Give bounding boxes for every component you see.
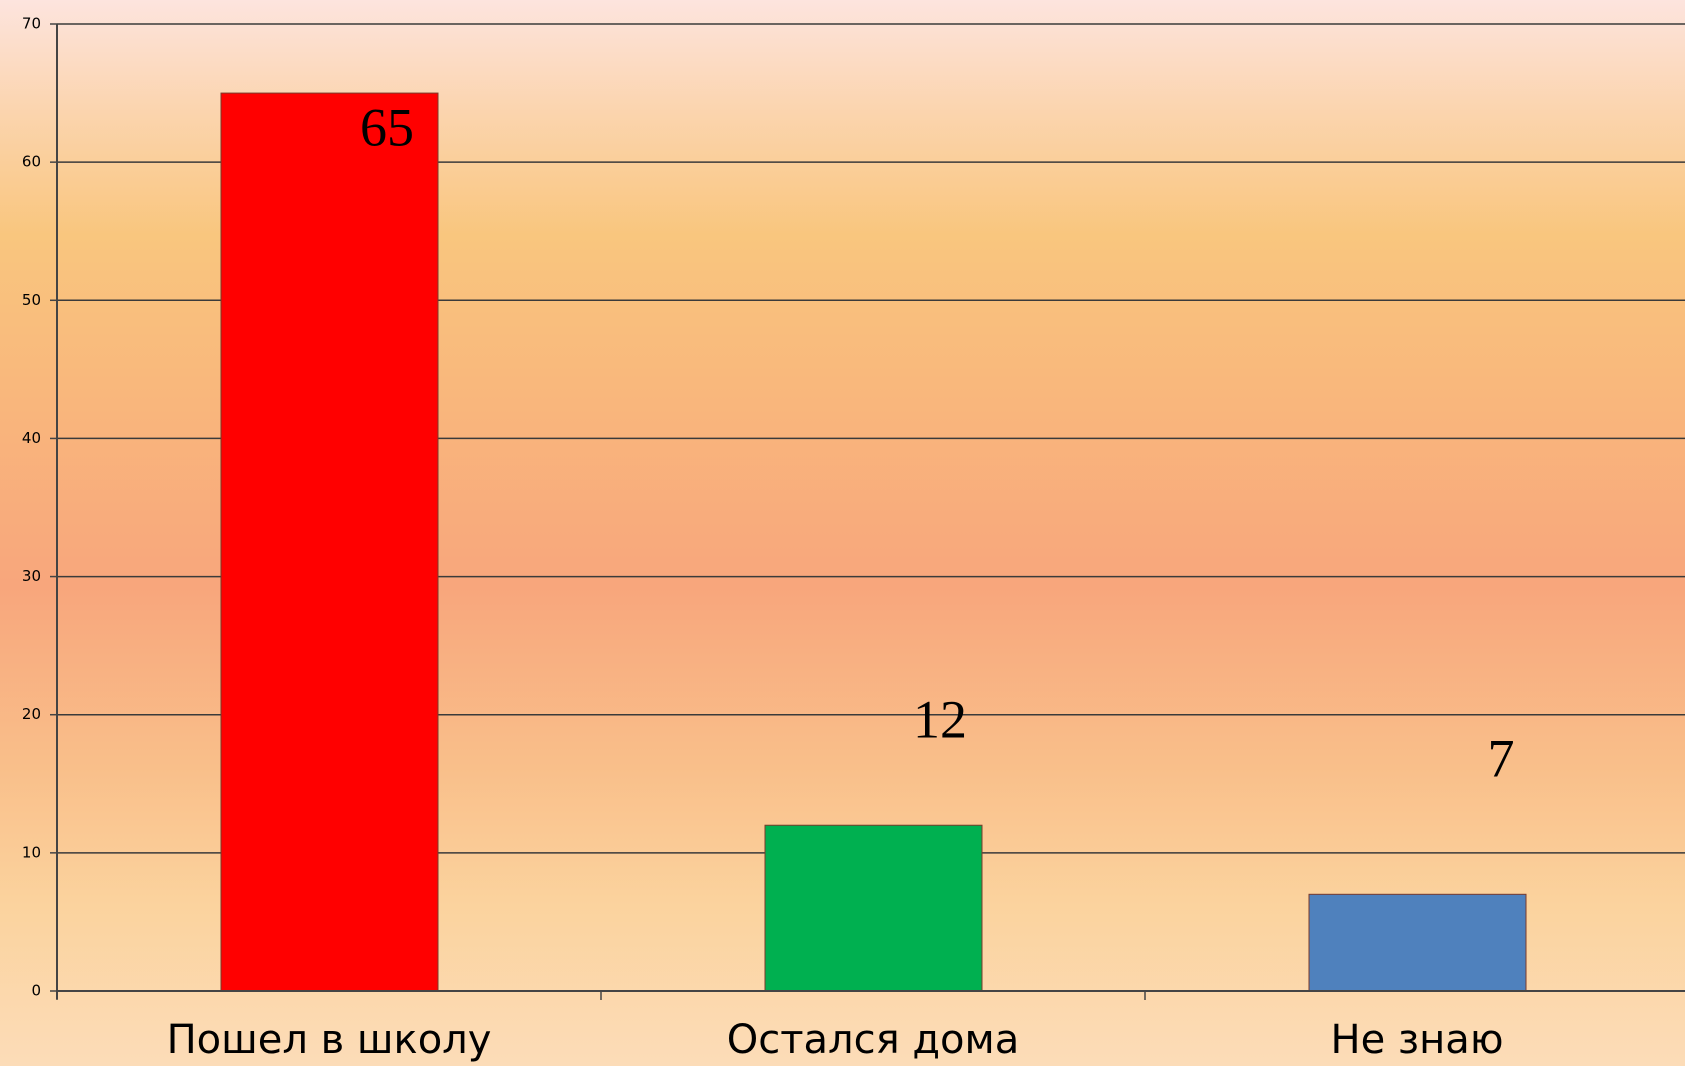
y-tick-label: 50 [22, 291, 41, 309]
y-tick-label: 60 [22, 153, 41, 171]
y-tick-label: 0 [31, 982, 41, 1000]
bar [764, 824, 983, 992]
x-tick-label: Остался дома [727, 1017, 1019, 1063]
y-tick-label: 30 [22, 567, 41, 585]
x-tick-label: Пошел в школу [167, 1017, 492, 1063]
data-label: 7 [1488, 729, 1515, 789]
y-tick-label: 40 [22, 429, 41, 447]
data-label: 65 [360, 97, 414, 157]
y-tick-label: 10 [22, 843, 41, 861]
data-label: 12 [913, 690, 967, 750]
bar [220, 92, 439, 992]
y-tick-label: 70 [22, 15, 41, 33]
x-tick-label: Не знаю [1330, 1017, 1503, 1063]
y-tick-label: 20 [22, 705, 41, 723]
bar [1308, 893, 1527, 992]
